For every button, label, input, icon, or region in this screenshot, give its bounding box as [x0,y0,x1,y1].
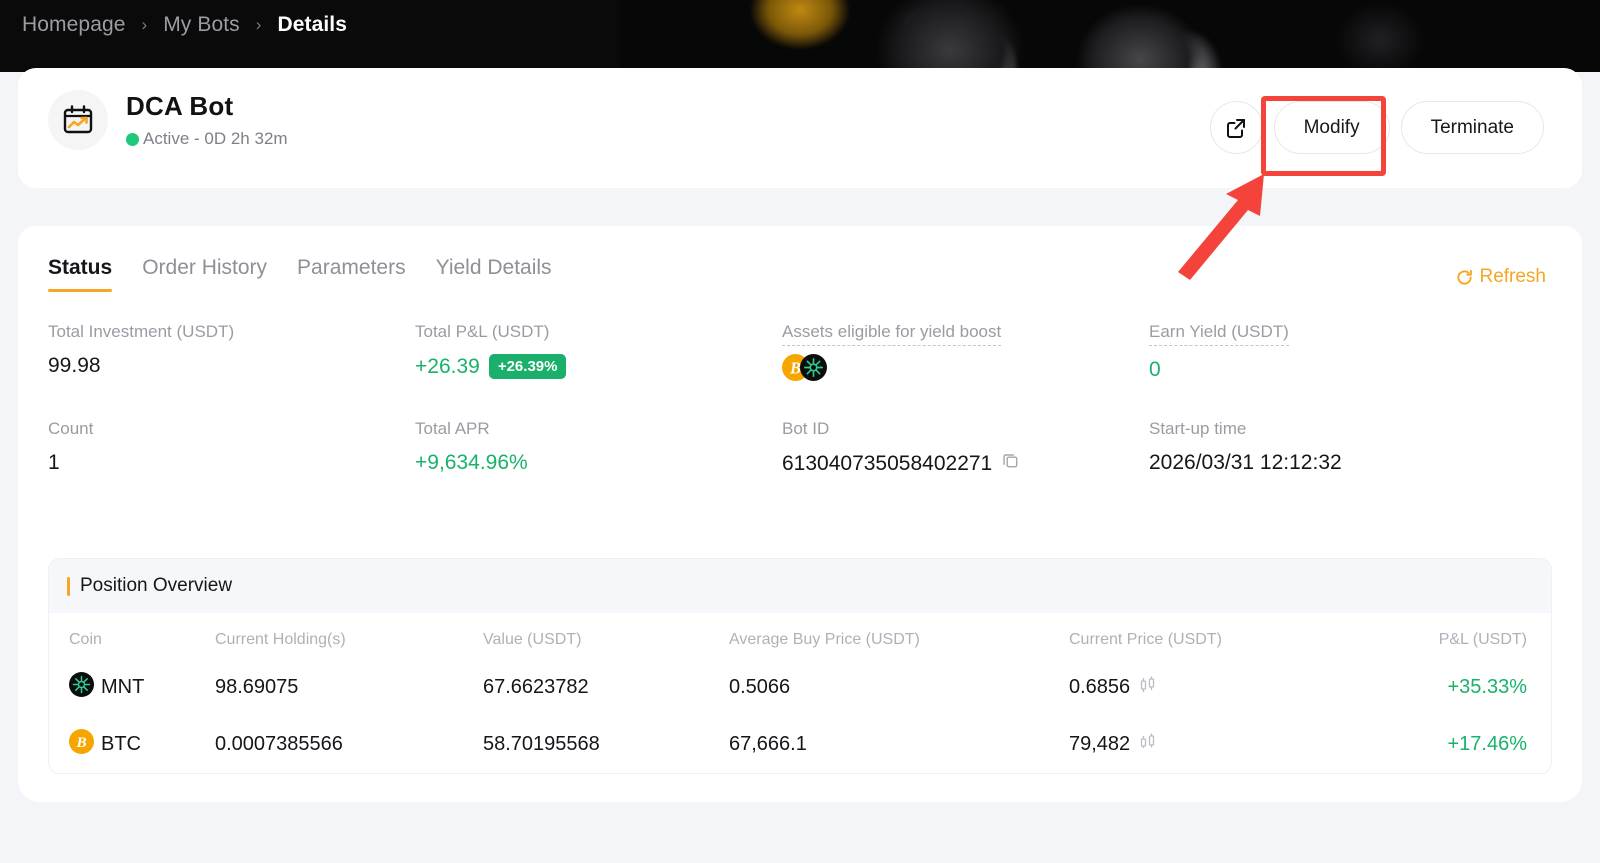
tab-bar: Status Order History Parameters Yield De… [48,256,552,292]
hero-banner [0,0,1600,72]
stat-label: Total APR [415,419,490,438]
current-price-value: 79,482 [1069,733,1131,755]
stat-total-investment: Total Investment (USDT) 99.98 [48,322,415,386]
copy-icon[interactable] [1001,451,1020,476]
stat-value: 1 [48,451,60,474]
breadcrumb-item-homepage[interactable]: Homepage [22,13,126,36]
breadcrumb: Homepage › My Bots › Details [22,0,347,50]
tab-yield-details[interactable]: Yield Details [435,256,552,279]
mnt-icon [800,354,827,386]
breadcrumb-item-details: Details [277,13,348,36]
refresh-button[interactable]: Refresh [1455,266,1546,288]
modify-button[interactable]: Modify [1273,101,1390,154]
column-header-current-price: Current Price (USDT) [1069,631,1222,648]
column-header-pnl: P&L (USDT) [1438,631,1527,648]
total-pnl-amount: +26.39 [415,354,480,378]
cell-avg-buy-price: 0.5066 [729,676,791,698]
stat-label: Start-up time [1149,419,1247,438]
position-overview-table: Coin Current Holding(s) Value (USDT) Ave… [49,613,1551,773]
cell-pnl: +17.46% [1447,733,1527,755]
stat-value: 0 [1149,358,1161,381]
refresh-label: Refresh [1479,266,1546,287]
external-link-icon[interactable] [1209,101,1263,154]
bot-identity: DCA Bot Active - 0D 2h 32m [48,90,288,150]
stat-startup-time: Start-up time 2026/03/31 12:12:32 [1149,419,1516,476]
cell-current-price: 0.6856 [1069,659,1369,716]
coin-symbol: MNT [101,676,145,698]
bot-name: DCA Bot [126,91,234,121]
chevron-right-icon: › [255,15,262,34]
stat-total-apr: Total APR +9,634.96% [415,419,782,476]
cell-coin: B BTC [49,716,215,773]
column-header-value: Value (USDT) [483,631,582,648]
stat-label[interactable]: Earn Yield (USDT) [1149,322,1289,346]
cell-holdings: 98.69075 [215,676,299,698]
column-header-coin: Coin [69,631,102,648]
bot-details-card: Status Order History Parameters Yield De… [18,226,1582,802]
position-overview-section: Position Overview Coin Current Holding(s… [48,558,1552,774]
stat-bot-id: Bot ID 613040735058402271 [782,419,1149,476]
stat-label: Total Investment (USDT) [48,322,235,341]
bot-header-card: DCA Bot Active - 0D 2h 32m Modify Termin… [18,68,1582,188]
stat-earn-yield: Earn Yield (USDT) 0 [1149,322,1516,386]
column-header-avg-buy-price: Average Buy Price (USDT) [729,631,920,648]
stat-label[interactable]: Assets eligible for yield boost [782,322,1002,346]
current-price-value: 0.6856 [1069,676,1131,698]
cell-current-price: 79,482 [1069,716,1369,773]
stat-label: Total P&L (USDT) [415,322,550,341]
bot-id-value: 613040735058402271 [782,451,993,475]
stats-row-1: Total Investment (USDT) 99.98 Total P&L … [48,322,1548,386]
stat-label: Bot ID [782,419,830,438]
terminate-button[interactable]: Terminate [1400,101,1544,154]
stat-value: 99.98 [48,354,101,377]
tab-status[interactable]: Status [48,256,113,292]
stat-value: +9,634.96% [415,451,528,474]
tab-order-history[interactable]: Order History [142,256,268,279]
stat-value: 613040735058402271 [782,451,1149,476]
stat-count: Count 1 [48,419,415,476]
refresh-icon [1457,269,1473,285]
position-overview-title: Position Overview [80,575,233,596]
cell-avg-buy-price: 67,666.1 [729,733,807,755]
cell-pnl: +35.33% [1447,676,1527,698]
cell-holdings: 0.0007385566 [215,733,343,755]
calendar-trend-up-icon [48,90,108,150]
position-overview-header: Position Overview [49,559,1551,613]
hero-coin-artwork [620,0,1600,72]
tab-parameters[interactable]: Parameters [297,256,406,279]
svg-text:B: B [789,358,801,377]
accent-bar [67,576,70,596]
header-actions: Modify Terminate [1209,101,1544,154]
cell-value: 58.70195568 [483,733,600,755]
stats-row-2: Count 1 Total APR +9,634.96% Bot ID 6130… [48,419,1548,476]
btc-icon: B [69,729,94,760]
table-row: MNT 98.69075 67.6623782 0.5066 0.6856 [49,659,1551,716]
table-header-row: Coin Current Holding(s) Value (USDT) Ave… [49,613,1551,659]
chevron-right-icon: › [141,15,148,34]
cell-value: 67.6623782 [483,676,589,698]
stats-grid: Total Investment (USDT) 99.98 Total P&L … [48,322,1548,476]
total-pnl-badge: +26.39% [488,354,567,379]
stat-yield-boost-assets: Assets eligible for yield boost B [782,322,1149,386]
candlestick-chart-icon[interactable] [1139,675,1157,700]
table-row: B BTC 0.0007385566 58.70195568 67,666.1 [49,716,1551,773]
column-header-holdings: Current Holding(s) [215,631,346,648]
stat-label: Count [48,419,94,438]
coin-symbol: BTC [101,733,141,755]
candlestick-chart-icon[interactable] [1139,732,1157,757]
cell-coin: MNT [49,659,215,716]
stat-total-pnl: Total P&L (USDT) +26.39 +26.39% [415,322,782,386]
yield-boost-coin-icons: B [782,354,1149,386]
breadcrumb-item-my-bots[interactable]: My Bots [163,13,240,36]
stat-value: +26.39 +26.39% [415,354,782,379]
mnt-icon [69,672,94,703]
bot-status: Active - 0D 2h 32m [126,129,288,149]
status-dot-icon [126,132,139,146]
bot-status-text: Active - 0D 2h 32m [143,129,288,148]
stat-value: 2026/03/31 12:12:32 [1149,451,1342,474]
svg-text:B: B [75,734,86,751]
